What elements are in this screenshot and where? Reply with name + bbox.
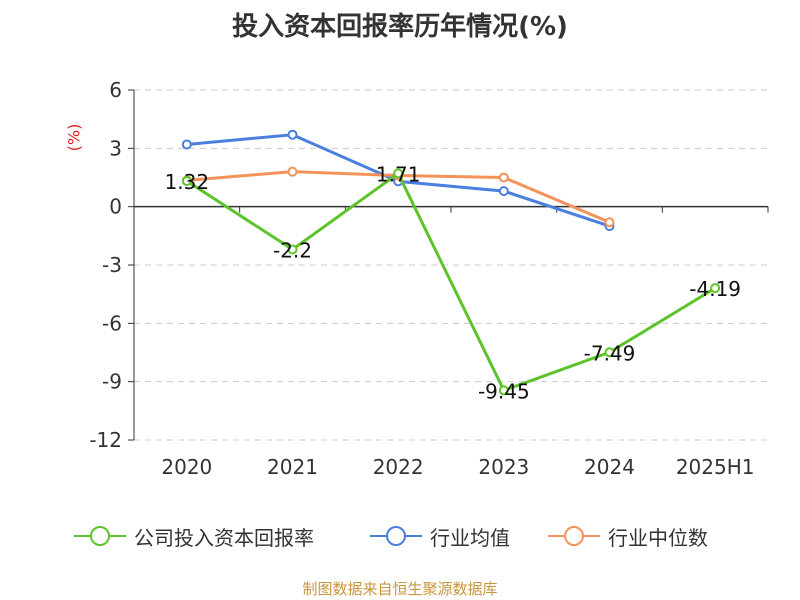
x-tick-label: 2024	[584, 455, 635, 479]
data-point-industry-avg	[287, 129, 298, 140]
data-point-company	[710, 283, 721, 294]
chart-legend: 公司投入资本回报率 行业均值 行业中位数	[0, 518, 800, 554]
data-point-company	[181, 176, 192, 186]
data-label: -4.19	[689, 277, 741, 301]
data-point-industry-median	[604, 217, 615, 228]
y-tick-label: -3	[102, 253, 122, 277]
y-tick-label: -6	[102, 311, 122, 335]
data-source-note: 制图数据来自恒生聚源数据库	[302, 580, 498, 598]
data-point-company	[604, 347, 615, 358]
data-label: -9.45	[478, 379, 530, 403]
data-point-industry-avg	[498, 186, 509, 197]
data-point-company	[498, 385, 509, 396]
x-tick-label: 2025H1	[676, 455, 755, 479]
data-point-company	[393, 168, 404, 179]
data-label: -7.49	[584, 341, 636, 365]
legend-marker-industry-median	[548, 526, 600, 546]
data-label: 1.71	[376, 162, 421, 186]
chart-title: 投入资本回报率历年情况(%)	[232, 12, 568, 42]
data-point-industry-median	[287, 166, 298, 177]
data-point-industry-median	[498, 172, 509, 183]
legend-marker-company	[74, 526, 126, 546]
legend-label-industry-median: 行业中位数	[608, 525, 708, 550]
legend-item-industry-avg[interactable]: 行业均值	[370, 518, 510, 554]
x-tick-label: 2021	[267, 455, 318, 479]
y-tick-label: 3	[109, 136, 122, 160]
data-label: 1.32	[165, 170, 210, 194]
y-tick-label: -9	[102, 370, 122, 394]
y-tick-label: 6	[109, 78, 122, 102]
data-point-company	[287, 244, 298, 255]
legend-item-company[interactable]: 公司投入资本回报率	[74, 518, 314, 554]
x-tick-label: 2020	[161, 455, 212, 479]
x-tick-label: 2022	[373, 455, 424, 479]
data-label: -2.2	[273, 238, 312, 262]
legend-label-industry-avg: 行业均值	[430, 525, 510, 550]
data-point-industry-avg	[181, 139, 192, 150]
legend-marker-industry-avg	[370, 526, 422, 546]
y-tick-label: 0	[109, 195, 122, 219]
x-tick-label: 2023	[478, 455, 529, 479]
legend-label-company: 公司投入资本回报率	[134, 525, 314, 550]
series-line-company	[186, 171, 716, 393]
legend-item-industry-median[interactable]: 行业中位数	[548, 518, 708, 554]
y-tick-label: -12	[89, 428, 122, 452]
